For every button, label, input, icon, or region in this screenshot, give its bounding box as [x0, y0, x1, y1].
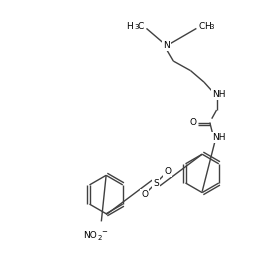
Text: 3: 3	[210, 25, 214, 31]
Text: O: O	[190, 118, 197, 127]
Text: 3: 3	[134, 25, 139, 31]
Text: S: S	[153, 178, 159, 187]
Text: N: N	[163, 41, 170, 50]
Text: C: C	[138, 22, 144, 31]
Text: −: −	[101, 229, 107, 235]
Text: H: H	[204, 22, 211, 31]
Text: C: C	[198, 22, 205, 31]
Text: O: O	[164, 167, 171, 176]
Text: H: H	[126, 22, 133, 31]
Text: 2: 2	[97, 235, 102, 241]
Text: NH: NH	[212, 90, 225, 99]
Text: NO: NO	[83, 231, 97, 240]
Text: O: O	[141, 190, 148, 199]
Text: NH: NH	[212, 133, 225, 142]
